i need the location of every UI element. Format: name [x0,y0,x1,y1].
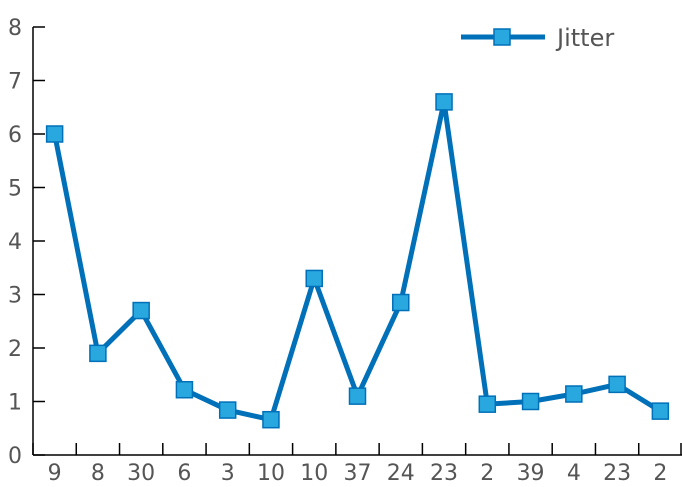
x-tick-label: 10 [300,461,328,486]
y-axis: 0 1 2 3 4 5 6 7 8 [8,16,45,469]
x-axis: 9 8 30 6 3 10 10 37 24 23 2 39 4 23 2 [32,443,682,486]
x-tick-label: 2 [653,461,667,486]
legend: Jitter [461,24,614,52]
x-tick-label: 3 [221,461,235,486]
y-tick-label: 0 [8,444,22,469]
data-point [435,93,453,111]
x-tick-label: 30 [127,461,155,486]
data-point [608,375,626,394]
data-point [175,380,194,399]
data-point [478,395,497,413]
x-tick-label: 37 [344,461,372,486]
y-tick-label: 8 [8,16,22,41]
x-tick-label: 8 [91,461,105,486]
y-tick-label: 3 [8,284,22,309]
data-point [218,401,237,419]
x-tick-label: 23 [603,461,631,486]
data-point [651,402,670,420]
x-tick-label: 9 [48,461,62,486]
data-point [45,125,64,143]
x-tick-label: 2 [480,461,494,486]
data-point [392,293,410,312]
x-tick-label: 6 [177,461,191,486]
x-tick-label: 10 [257,461,285,486]
data-point [262,410,280,429]
x-tick-label: 39 [517,461,545,486]
data-point [521,392,540,411]
y-tick-label: 7 [8,70,22,95]
x-tick-label: 23 [430,461,458,486]
y-tick-label: 4 [8,230,22,255]
legend-marker [493,28,511,46]
data-point [348,387,367,405]
y-tick-label: 6 [8,123,22,148]
y-tick-label: 1 [8,391,22,416]
x-tick-label: 24 [387,461,415,486]
data-point [132,301,150,320]
legend-label: Jitter [555,24,614,52]
series-layer [45,93,670,429]
y-tick-label: 2 [8,337,22,362]
data-point [565,385,583,403]
x-tick-label: 4 [567,461,581,486]
data-point [305,269,323,288]
y-tick-label: 5 [8,177,22,202]
series-line [52,99,662,423]
data-point [89,344,107,363]
